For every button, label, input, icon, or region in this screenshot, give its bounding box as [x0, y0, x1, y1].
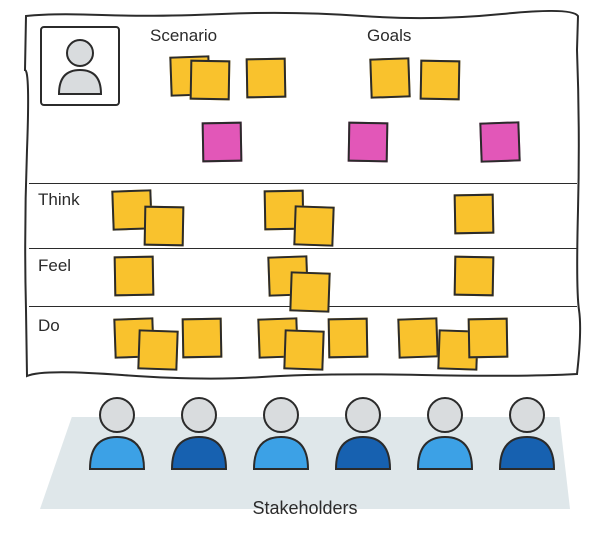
sticky-note	[289, 271, 330, 312]
journey-map-board: Scenario Goals Think Feel Do	[22, 10, 582, 380]
sticky-note	[190, 60, 231, 101]
sticky-note	[202, 122, 243, 163]
sticky-note	[293, 205, 334, 246]
sticky-note	[397, 317, 438, 358]
sticky-note	[348, 122, 389, 163]
sticky-note	[420, 60, 461, 101]
stakeholder-person	[496, 395, 558, 471]
stakeholder-person	[250, 395, 312, 471]
persona-icon	[53, 36, 107, 96]
sticky-note	[454, 194, 495, 235]
sticky-note	[137, 329, 178, 370]
sticky-note	[283, 329, 324, 370]
stakeholders-label: Stakeholders	[40, 498, 570, 519]
sticky-note	[369, 57, 410, 98]
sticky-note	[144, 206, 185, 247]
sticky-note	[454, 256, 495, 297]
stakeholder-person	[332, 395, 394, 471]
sticky-note	[114, 256, 155, 297]
sticky-note	[328, 318, 369, 359]
stakeholder-person	[414, 395, 476, 471]
row-divider-1	[29, 183, 577, 184]
stakeholder-person	[86, 395, 148, 471]
sticky-note	[479, 121, 520, 162]
feel-label: Feel	[38, 256, 71, 276]
stakeholders-section: Stakeholders	[40, 395, 570, 525]
row-divider-2	[29, 248, 577, 249]
stakeholder-person	[168, 395, 230, 471]
do-label: Do	[38, 316, 60, 336]
sticky-note	[246, 58, 287, 99]
sticky-note	[468, 318, 509, 359]
think-label: Think	[38, 190, 80, 210]
scenario-header: Scenario	[150, 26, 217, 46]
goals-header: Goals	[367, 26, 411, 46]
sticky-note	[182, 318, 223, 359]
persona-box	[40, 26, 120, 106]
